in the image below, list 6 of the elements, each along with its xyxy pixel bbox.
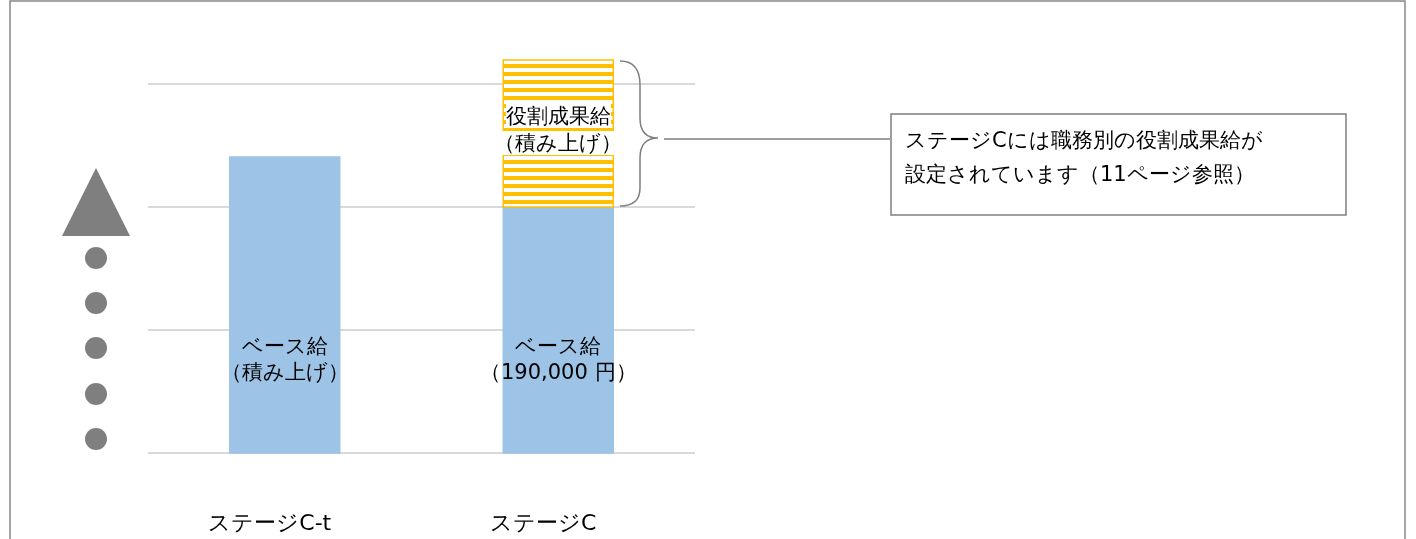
data-label: ベース給（190,000 円） bbox=[479, 334, 637, 385]
x-tick-label: ステージC bbox=[490, 510, 597, 535]
text: ステージCには職務別の役割成果給が設定されています（11ページ参照） bbox=[905, 128, 1263, 186]
data-label: 役割成果給（積み上げ） bbox=[494, 104, 623, 155]
x-tick-label: ステージC-t bbox=[208, 510, 332, 535]
data-label: ベース給（積み上げ） bbox=[220, 334, 349, 385]
